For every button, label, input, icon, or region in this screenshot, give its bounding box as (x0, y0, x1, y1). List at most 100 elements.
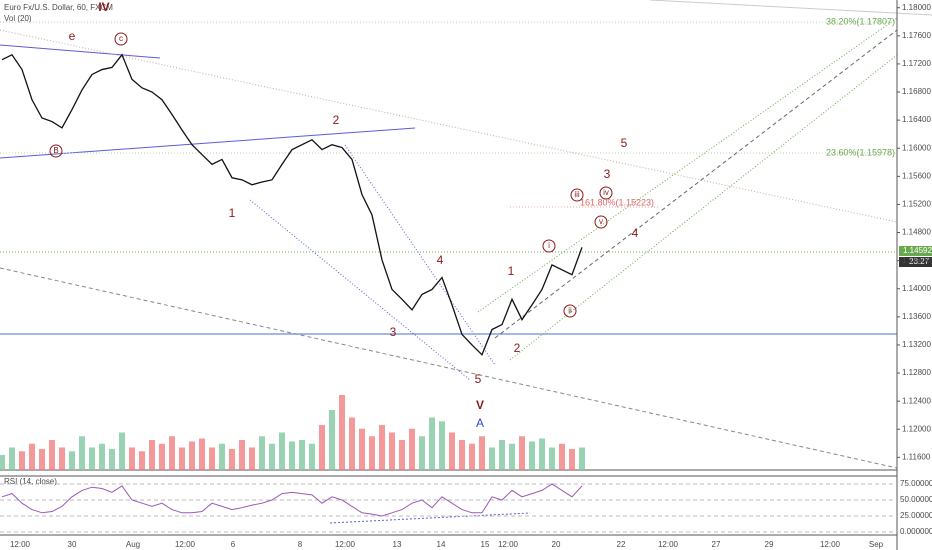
volume-bar (99, 443, 105, 470)
y-tick-label: 1.14400 (902, 256, 931, 265)
wave-label: 3 (604, 167, 611, 181)
wave-label: 5 (475, 372, 482, 386)
volume-bar (239, 440, 245, 470)
x-tick-label: 12:00 (175, 540, 196, 549)
volume-bar (29, 443, 35, 470)
x-tick-label: 14 (437, 540, 446, 549)
wave-label: 4 (632, 226, 639, 240)
wave-label: 3 (390, 325, 397, 339)
volume-bar (219, 443, 225, 470)
x-tick-label: 12:00 (820, 540, 841, 549)
volume-bar (249, 447, 255, 470)
volume-bar (89, 447, 95, 470)
x-tick-label: 22 (617, 540, 626, 549)
fib-label: 23.60%(1.15978) (826, 147, 895, 157)
y-tick-label: 1.16400 (902, 115, 931, 124)
x-tick-label: 29 (765, 540, 774, 549)
x-tick-label: 13 (393, 540, 402, 549)
volume-bar (399, 440, 405, 470)
wave-label: B (53, 146, 58, 155)
wave-label: e (69, 29, 76, 43)
x-tick-label: 12:00 (498, 540, 519, 549)
volume-bar (59, 447, 65, 470)
y-tick-label: 1.17200 (902, 59, 931, 68)
volume-bar (229, 449, 235, 470)
volume-bar (9, 447, 15, 470)
wave-label: ii (568, 306, 572, 315)
volume-bar (349, 417, 355, 470)
x-tick-label: 8 (298, 540, 303, 549)
title: Euro Fx/U.S. Dollar, 60, FXCM (4, 3, 113, 12)
volume-bar (69, 451, 75, 470)
volume-bar (119, 432, 125, 470)
volume-bar (109, 449, 115, 470)
y-tick-label: 1.17600 (902, 31, 931, 40)
wave-circle (542, 239, 556, 253)
fib-label: 38.20%(1.17807) (826, 16, 895, 26)
volume-bar (519, 436, 525, 470)
volume-bar (489, 447, 495, 470)
volume-bar (189, 441, 195, 470)
volume-bar (139, 451, 145, 470)
wave-label: 2 (514, 341, 521, 355)
x-tick-label: 12:00 (658, 540, 679, 549)
volume-bar (269, 443, 275, 470)
y-tick-label: 1.13200 (902, 340, 931, 349)
rsi-tick-label: 50.000000 (900, 495, 932, 504)
volume-bar (359, 428, 365, 470)
volume-bar (179, 447, 185, 470)
price-tag (899, 246, 932, 256)
volume-bar (0, 455, 5, 470)
volume-bar (469, 443, 475, 470)
y-tick-label: 1.12400 (902, 396, 931, 405)
y-tick-label: 1.16000 (902, 143, 931, 152)
x-tick-label: 30 (68, 540, 77, 549)
rsi-tick-label: 75.000000 (900, 479, 932, 488)
wave-circle (114, 32, 128, 46)
y-tick-label: 1.12800 (902, 368, 931, 377)
volume-bar (209, 447, 215, 470)
y-tick-label: 1.11600 (902, 452, 931, 461)
volume-bar (549, 447, 555, 470)
volume-bar (409, 428, 415, 470)
volume-bar (439, 421, 445, 470)
wave-label: iv (603, 188, 609, 197)
x-tick-label: Sep (869, 540, 884, 549)
wave-label: v (599, 217, 603, 226)
rsi-tick-label: 25.000000 (900, 511, 932, 520)
countdown-tag (899, 257, 932, 267)
wave-label: c (119, 34, 123, 43)
y-tick-label: 1.13600 (902, 312, 931, 321)
wave-label: 1 (229, 206, 236, 220)
wave-label: IV (98, 0, 109, 14)
y-tick-label: 1.16800 (902, 87, 931, 96)
volume-bar (449, 432, 455, 470)
volume-bar (529, 441, 535, 470)
wave-circle (570, 188, 584, 202)
volume-bar (379, 425, 385, 470)
x-tick-label: 6 (231, 540, 236, 549)
volume-bar (39, 449, 45, 470)
last-price: 1.14592 (903, 246, 932, 255)
x-tick-label: 12:00 (335, 540, 356, 549)
volume-bar (509, 443, 515, 470)
volume-bar (289, 441, 295, 470)
y-tick-label: 1.15600 (902, 171, 931, 180)
rsi-label: RSI (14, close) (4, 477, 57, 486)
volume-bar (479, 436, 485, 470)
volume-bar (159, 443, 165, 470)
volume-label: Vol (20) (4, 14, 32, 23)
y-tick-label: 1.12000 (902, 424, 931, 433)
wave-label: 1 (508, 264, 515, 278)
volume-bar (419, 436, 425, 470)
volume-bar (309, 443, 315, 470)
volume-bar (319, 425, 325, 470)
volume-bar (279, 432, 285, 470)
volume-bar (459, 440, 465, 470)
volume-bar (49, 440, 55, 470)
wave-circle (594, 215, 608, 229)
rsi-line (1, 483, 583, 517)
volume-bar (79, 436, 85, 470)
x-tick-label: Aug (126, 540, 140, 549)
